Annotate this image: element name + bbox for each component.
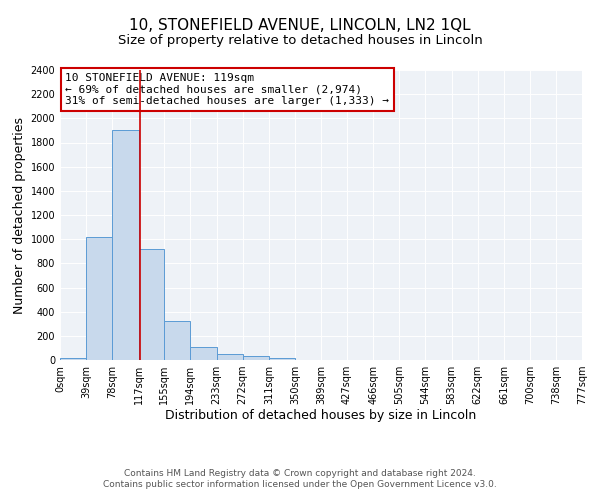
Text: Contains HM Land Registry data © Crown copyright and database right 2024.: Contains HM Land Registry data © Crown c… [124, 468, 476, 477]
Bar [190, 346, 217, 360]
Bar [112, 130, 139, 360]
Text: Contains public sector information licensed under the Open Government Licence v3: Contains public sector information licen… [103, 480, 497, 489]
Bar [86, 237, 112, 360]
Bar [243, 356, 269, 360]
Bar [139, 249, 164, 360]
Text: 10 STONEFIELD AVENUE: 119sqm
← 69% of detached houses are smaller (2,974)
31% of: 10 STONEFIELD AVENUE: 119sqm ← 69% of de… [65, 73, 389, 106]
Bar [217, 354, 243, 360]
Bar [60, 358, 86, 360]
Bar [164, 322, 190, 360]
Bar [269, 358, 295, 360]
Y-axis label: Number of detached properties: Number of detached properties [13, 116, 26, 314]
Text: Size of property relative to detached houses in Lincoln: Size of property relative to detached ho… [118, 34, 482, 47]
X-axis label: Distribution of detached houses by size in Lincoln: Distribution of detached houses by size … [166, 408, 476, 422]
Text: 10, STONEFIELD AVENUE, LINCOLN, LN2 1QL: 10, STONEFIELD AVENUE, LINCOLN, LN2 1QL [129, 18, 471, 32]
